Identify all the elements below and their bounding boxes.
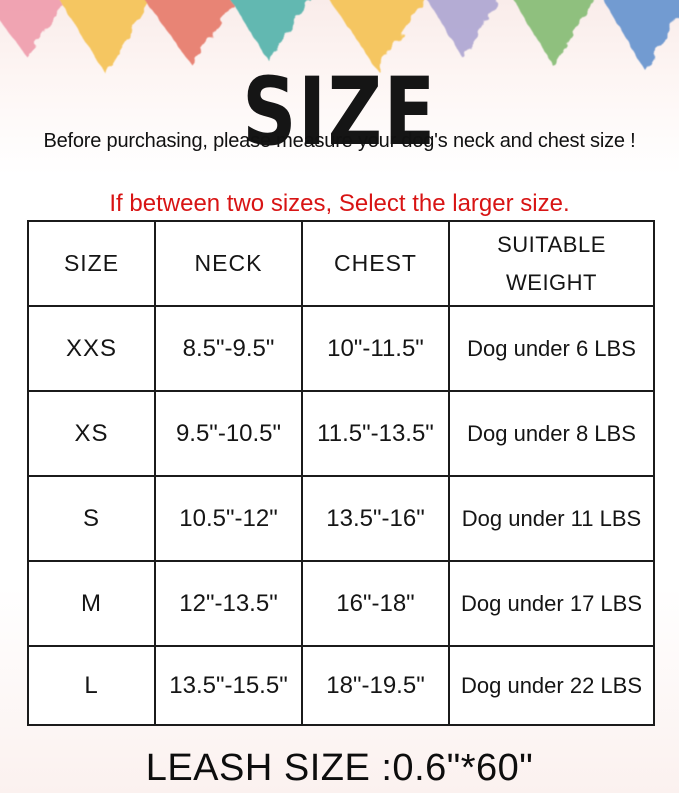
table-row-l: L 13.5"-15.5" 18"-19.5" Dog under 22 LBS bbox=[27, 645, 655, 726]
bunting-flag bbox=[59, 0, 151, 74]
bunting-flag bbox=[0, 0, 68, 56]
cell-chest: 16"-18" bbox=[301, 560, 450, 647]
cell-neck: 10.5"-12" bbox=[154, 475, 303, 562]
cell-chest: 13.5"-16" bbox=[301, 475, 450, 562]
cell-weight: Dog under 11 LBS bbox=[448, 475, 655, 562]
cell-size: M bbox=[27, 560, 156, 647]
table-row-xxs: XXS 8.5"-9.5" 10"-11.5" Dog under 6 LBS bbox=[27, 305, 655, 392]
cell-size: XS bbox=[27, 390, 156, 477]
size-table: SIZE NECK CHEST SUITABLE WEIGHT XXS 8.5"… bbox=[27, 220, 655, 726]
bunting-flag bbox=[513, 0, 594, 66]
bunting-flag bbox=[329, 0, 425, 70]
cell-size: L bbox=[27, 645, 156, 726]
bunting-flag bbox=[144, 0, 238, 64]
size-note: If between two sizes, Select the larger … bbox=[109, 190, 570, 217]
cell-chest: 11.5"-13.5" bbox=[301, 390, 450, 477]
bunting-decoration bbox=[0, 0, 679, 74]
table-row-xs: XS 9.5"-10.5" 11.5"-13.5" Dog under 8 LB… bbox=[27, 390, 655, 477]
cell-neck: 12"-13.5" bbox=[154, 560, 303, 647]
leash-size-text: LEASH SIZE :0.6"*60" bbox=[145, 747, 534, 789]
header-size: SIZE bbox=[27, 220, 156, 307]
cell-weight: Dog under 22 LBS bbox=[448, 645, 655, 726]
table-row-s: S 10.5"-12" 13.5"-16" Dog under 11 LBS bbox=[27, 475, 655, 562]
page-title: SIZE bbox=[0, 57, 679, 167]
header-neck: NECK bbox=[154, 220, 303, 307]
header-chest: CHEST bbox=[301, 220, 450, 307]
cell-neck: 9.5"-10.5" bbox=[154, 390, 303, 477]
size-table-header-row: SIZE NECK CHEST SUITABLE WEIGHT bbox=[27, 220, 655, 307]
page-title-text: SIZE bbox=[242, 57, 437, 167]
cell-chest: 10"-11.5" bbox=[301, 305, 450, 392]
bunting-flag bbox=[603, 0, 679, 70]
cell-chest: 18"-19.5" bbox=[301, 645, 450, 726]
table-row-m: M 12"-13.5" 16"-18" Dog under 17 LBS bbox=[27, 560, 655, 647]
header-weight: SUITABLE WEIGHT bbox=[448, 220, 655, 307]
bunting-flag bbox=[230, 0, 312, 60]
cell-weight: Dog under 17 LBS bbox=[448, 560, 655, 647]
cell-neck: 8.5"-9.5" bbox=[154, 305, 303, 392]
cell-weight: Dog under 8 LBS bbox=[448, 390, 655, 477]
measure-instruction: Before purchasing, please measure your d… bbox=[43, 130, 636, 152]
cell-neck: 13.5"-15.5" bbox=[154, 645, 303, 726]
cell-size: S bbox=[27, 475, 156, 562]
bunting-flag bbox=[427, 0, 499, 58]
cell-weight: Dog under 6 LBS bbox=[448, 305, 655, 392]
cell-size: XXS bbox=[27, 305, 156, 392]
